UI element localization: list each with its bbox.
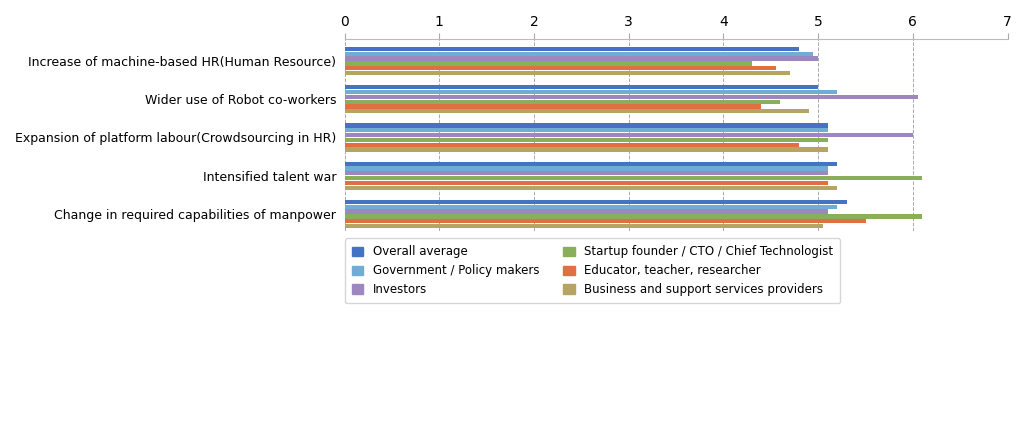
Bar: [345, 186, 837, 190]
Bar: [345, 66, 775, 70]
Bar: [345, 162, 837, 166]
Bar: [345, 147, 828, 152]
Bar: [345, 128, 828, 132]
Bar: [345, 99, 781, 104]
Bar: [345, 133, 913, 137]
Bar: [345, 166, 828, 171]
Bar: [345, 57, 819, 60]
Legend: Overall average, Government / Policy makers, Investors, Startup founder / CTO / : Overall average, Government / Policy mak…: [345, 238, 840, 303]
Bar: [345, 61, 752, 66]
Bar: [345, 171, 828, 175]
Bar: [345, 224, 823, 228]
Bar: [345, 143, 799, 147]
Bar: [345, 47, 799, 51]
Bar: [345, 181, 828, 185]
Bar: [345, 219, 866, 223]
Bar: [345, 138, 828, 142]
Bar: [345, 200, 846, 204]
Bar: [345, 123, 828, 127]
Bar: [345, 85, 819, 89]
Bar: [345, 71, 790, 75]
Bar: [345, 176, 922, 180]
Bar: [345, 214, 922, 219]
Bar: [345, 95, 918, 99]
Bar: [345, 105, 761, 108]
Bar: [345, 210, 828, 214]
Bar: [345, 51, 813, 56]
Bar: [345, 90, 837, 94]
Bar: [345, 109, 808, 114]
Bar: [345, 205, 837, 209]
